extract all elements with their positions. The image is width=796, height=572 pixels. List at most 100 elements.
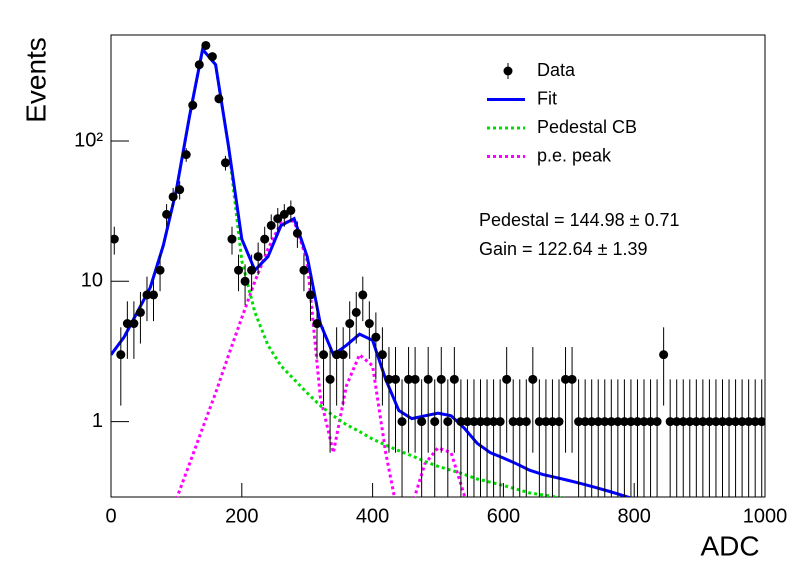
data-point — [619, 417, 629, 427]
data-point — [351, 307, 361, 317]
data-point — [443, 417, 453, 427]
data-point — [678, 417, 688, 427]
data-point — [404, 374, 414, 384]
data-point — [423, 374, 433, 384]
data-point — [194, 60, 204, 70]
data-point — [626, 417, 636, 427]
data-point — [266, 220, 276, 230]
data-point — [149, 290, 159, 300]
data-point — [646, 417, 656, 427]
data-point — [561, 374, 571, 384]
data-point — [698, 417, 708, 427]
data-point — [508, 417, 518, 427]
data-point — [528, 374, 538, 384]
annotation: Pedestal = 144.98 ± 0.71 — [479, 210, 680, 230]
data-point — [489, 417, 499, 427]
fit-curve — [175, 219, 467, 497]
data-point — [286, 205, 296, 215]
data-point — [188, 100, 198, 110]
data-point — [744, 417, 754, 427]
data-point — [220, 158, 230, 168]
data-point — [116, 350, 126, 360]
data-point — [312, 319, 322, 329]
data-point — [731, 417, 741, 427]
data-point — [580, 417, 590, 427]
data-point — [737, 417, 747, 427]
data-point — [253, 252, 263, 262]
data-point — [247, 265, 257, 275]
data-point — [201, 40, 211, 50]
data-point — [659, 350, 669, 360]
data-point — [410, 374, 420, 384]
data-point — [260, 234, 270, 244]
data-point — [129, 319, 139, 329]
data-point — [711, 417, 721, 427]
data-point — [175, 185, 185, 195]
data-point — [345, 319, 355, 329]
data-point — [325, 374, 335, 384]
data-point — [495, 417, 505, 427]
data-point — [567, 374, 577, 384]
data-point — [155, 265, 165, 275]
data-point — [639, 417, 649, 427]
data-point — [207, 52, 217, 62]
data-point — [135, 307, 145, 317]
fit-curve — [111, 46, 633, 497]
data-point — [515, 417, 525, 427]
data-point — [364, 319, 374, 329]
legend-marker — [503, 66, 513, 76]
plot-frame — [110, 34, 766, 498]
data-point — [704, 417, 714, 427]
data-point — [430, 417, 440, 427]
data-point — [227, 234, 237, 244]
data-point — [462, 417, 472, 427]
data-point — [122, 319, 132, 329]
y-tick-label: 10² — [74, 129, 103, 151]
data-point — [162, 209, 172, 219]
data-point — [593, 417, 603, 427]
data-point — [279, 209, 289, 219]
x-tick-label: 600 — [487, 505, 520, 527]
legend-label: Pedestal CB — [537, 117, 637, 137]
data-point — [142, 290, 152, 300]
data-point — [111, 234, 119, 244]
data-point — [273, 214, 283, 224]
x-tick-label: 1000 — [743, 505, 788, 527]
x-tick-label: 800 — [618, 505, 651, 527]
data-point — [502, 374, 512, 384]
data-point — [554, 417, 564, 427]
data-point — [652, 417, 662, 427]
legend-label: Fit — [537, 88, 557, 108]
data-point — [757, 417, 765, 427]
data-point — [234, 265, 244, 275]
data-point — [292, 228, 302, 238]
data-point — [691, 417, 701, 427]
annotation: Gain = 122.64 ± 1.39 — [479, 239, 648, 259]
data-point — [587, 417, 597, 427]
data-point — [240, 276, 250, 286]
data-point — [305, 290, 315, 300]
data-point — [606, 417, 616, 427]
data-point — [299, 265, 309, 275]
data-point — [181, 150, 191, 160]
data-point — [332, 350, 342, 360]
plot-area — [111, 40, 765, 497]
x-tick-label: 0 — [105, 505, 116, 527]
y-axis-title: Events — [20, 37, 51, 123]
data-point — [724, 417, 734, 427]
data-point — [547, 417, 557, 427]
data-point — [574, 417, 584, 427]
data-point — [214, 94, 224, 104]
legend-label: Data — [537, 60, 576, 80]
data-point — [750, 417, 760, 427]
data-point — [469, 417, 479, 427]
data-point — [397, 417, 407, 427]
data-point — [371, 332, 381, 342]
data-point — [600, 417, 610, 427]
data-point — [685, 417, 695, 427]
data-point — [665, 417, 675, 427]
data-point — [449, 374, 459, 384]
data-point — [476, 417, 486, 427]
data-point — [632, 417, 642, 427]
